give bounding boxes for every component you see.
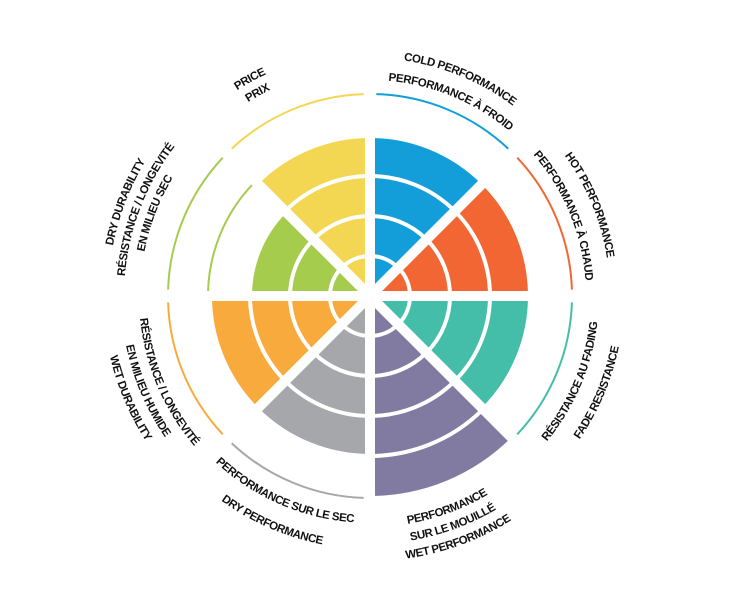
level-outline-arc xyxy=(231,442,364,499)
sector-wedge xyxy=(370,136,484,296)
sector-wedge xyxy=(370,296,512,496)
outline-arcs xyxy=(167,93,573,499)
level-outline-arc xyxy=(376,93,509,150)
level-outline-arc xyxy=(516,302,573,435)
center-dot xyxy=(364,290,376,302)
sector-wedge xyxy=(370,182,530,296)
grid-spoke xyxy=(366,292,520,446)
grid-spoke xyxy=(220,146,374,300)
category-label: PERFORMANCE SUR LE SEC xyxy=(214,456,355,526)
category-label-line: PERFORMANCE À FROID xyxy=(388,72,515,133)
sector-wedge xyxy=(210,296,370,410)
category-label: PERFORMANCE À CHAUD xyxy=(531,149,594,281)
level-outline-arc xyxy=(167,302,224,435)
level-outline-arc xyxy=(516,157,573,290)
grid-spoke xyxy=(220,292,374,446)
sector-wedge xyxy=(256,136,370,296)
ring-grid xyxy=(164,90,576,502)
sector-wedge xyxy=(250,211,370,296)
sector-wedges xyxy=(210,136,530,496)
category-label: PERFORMANCE À FROID xyxy=(388,72,515,133)
level-outline-arc xyxy=(167,157,224,290)
category-label-line: PERFORMANCE À CHAUD xyxy=(531,149,595,281)
sector-wedge xyxy=(256,296,370,457)
level-outline-arc xyxy=(231,93,364,150)
level-outline-arc xyxy=(207,184,253,291)
category-label-line: PERFORMANCE SUR LE SEC xyxy=(214,456,355,526)
sector-wedge xyxy=(370,296,530,410)
grid-spoke xyxy=(366,146,520,300)
